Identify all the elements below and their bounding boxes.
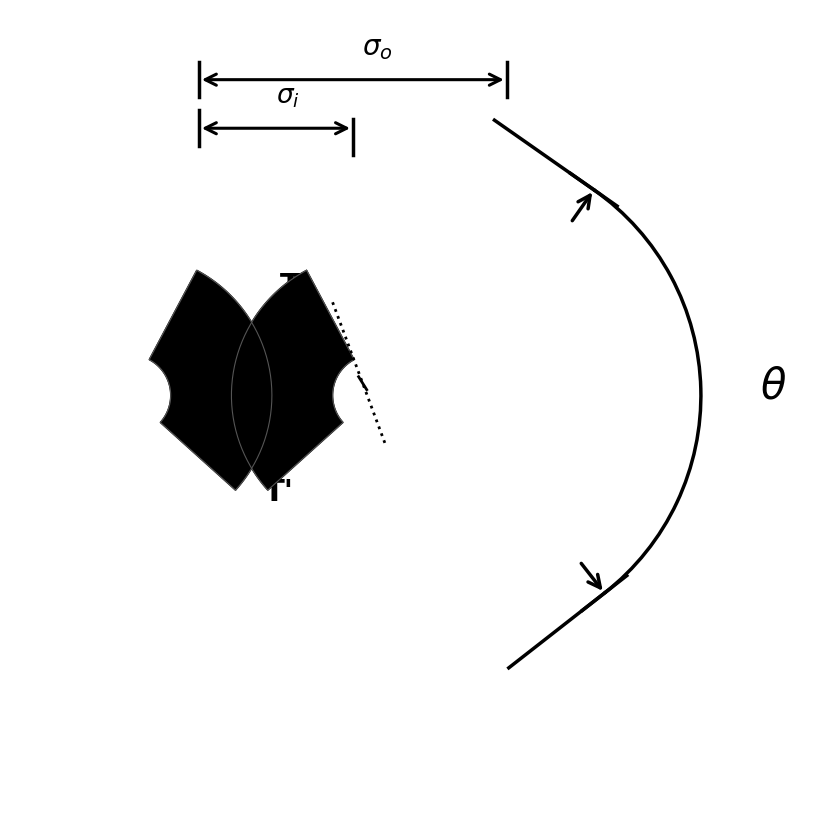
Text: $\theta$: $\theta$ bbox=[760, 366, 787, 408]
Polygon shape bbox=[149, 271, 272, 490]
Text: T: T bbox=[280, 271, 301, 301]
Text: $\sigma_i$: $\sigma_i$ bbox=[276, 85, 300, 111]
Text: T': T' bbox=[264, 478, 294, 507]
Text: $\sigma_o$: $\sigma_o$ bbox=[362, 34, 392, 62]
Polygon shape bbox=[232, 271, 354, 490]
